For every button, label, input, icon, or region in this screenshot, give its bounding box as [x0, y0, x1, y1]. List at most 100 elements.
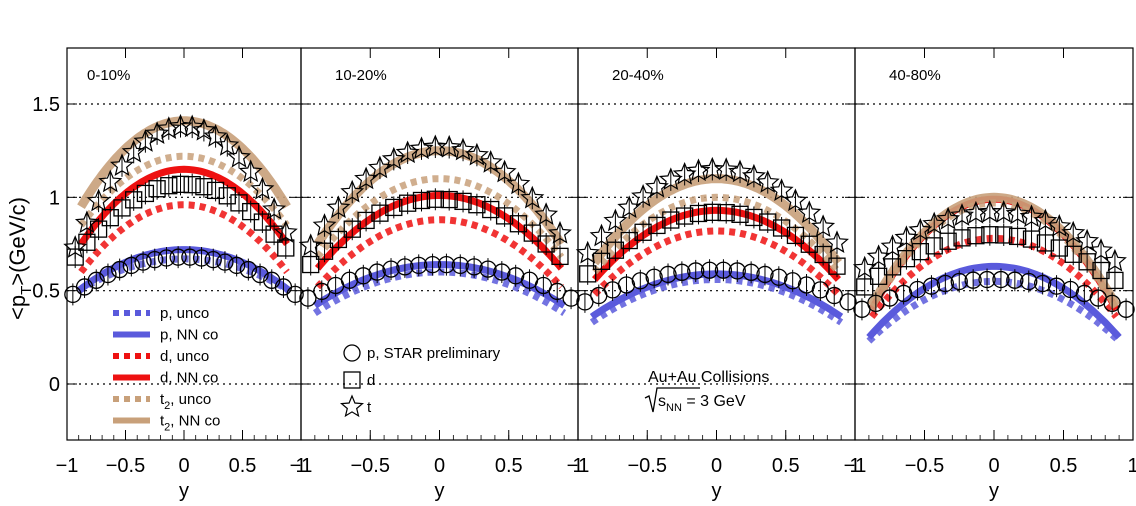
data-marker-t	[1033, 208, 1058, 232]
data-marker-t	[741, 163, 766, 187]
data-marker-t	[506, 171, 531, 195]
data-marker-t	[340, 179, 365, 203]
data-marker-d	[329, 230, 348, 249]
data-marker-d	[537, 235, 555, 253]
data-marker-d	[634, 223, 652, 241]
data-marker-d	[357, 211, 375, 230]
data-marker-t	[589, 223, 614, 247]
data-marker-p	[1047, 277, 1066, 295]
data-marker-p	[659, 265, 677, 284]
data-marker-d	[1106, 271, 1124, 290]
data-marker-d	[1036, 234, 1055, 252]
x-tick-label: −1	[567, 455, 590, 477]
data-marker-p	[423, 255, 442, 274]
data-marker-p	[192, 249, 211, 267]
data-marker-t	[298, 233, 323, 257]
data-marker-t	[645, 174, 669, 198]
data-marker-d	[242, 202, 260, 221]
data-marker-t	[63, 235, 88, 258]
data-marker-t	[534, 202, 559, 225]
data-marker-d	[454, 192, 472, 211]
data-marker-p	[299, 289, 317, 307]
x-tick-label: 0.5	[1050, 455, 1078, 477]
data-marker-t	[922, 211, 947, 235]
data-marker-d	[148, 180, 166, 198]
legend-marker-square	[343, 371, 361, 389]
data-marker-t	[156, 116, 181, 139]
data-marker-t	[520, 185, 545, 209]
legend-marker-star	[339, 394, 365, 418]
model-curve-d-solid	[592, 206, 841, 282]
data-marker-t	[203, 124, 228, 147]
x-tick-label: −0.5	[905, 455, 944, 477]
data-marker-p	[978, 270, 996, 289]
data-marker-p	[87, 271, 105, 289]
data-marker-d	[412, 191, 431, 210]
data-marker-t	[133, 129, 158, 152]
data-marker-p	[111, 260, 129, 279]
data-marker-d	[78, 233, 96, 251]
model-curve-d-dashed	[315, 216, 564, 290]
centrality-label: 40-80%	[889, 67, 941, 84]
data-marker-d	[343, 220, 361, 238]
data-marker-d	[230, 194, 248, 212]
centrality-label: 20-40%	[612, 67, 664, 84]
data-marker-d	[814, 245, 832, 264]
model-curve-p-dashed	[76, 255, 292, 294]
data-marker-t	[783, 188, 808, 212]
data-marker-t	[1103, 248, 1127, 272]
panel-4: −1 −0.5 0 0.5 1 y 40-80%	[844, 47, 1136, 502]
data-marker-p	[922, 277, 941, 295]
x-tick-label: 0	[178, 455, 189, 477]
data-marker-t	[991, 200, 1016, 223]
x-tick-label: −1	[844, 455, 867, 477]
model-curve-p-dashed	[589, 276, 844, 326]
data-marker-t	[825, 230, 849, 253]
data-marker-t	[1047, 214, 1072, 237]
data-marker-d	[745, 208, 763, 227]
data-marker-p	[239, 260, 258, 279]
panel-frame	[854, 47, 1134, 441]
y-axis-title: <pT>(GeV/c)	[5, 197, 35, 320]
data-marker-t	[180, 114, 205, 138]
data-marker-t	[797, 200, 822, 224]
data-marker-d	[253, 213, 272, 231]
data-marker-p	[251, 265, 269, 284]
data-marker-p	[1117, 300, 1135, 318]
data-marker-d	[101, 209, 119, 227]
data-marker-d	[703, 203, 721, 221]
data-marker-t	[86, 188, 111, 212]
data-marker-p	[122, 256, 141, 275]
x-tick-label: −1	[290, 455, 313, 477]
x-tick-label: 0	[711, 455, 722, 477]
data-marker-p	[631, 272, 649, 290]
model-curve-p-solid	[76, 246, 292, 294]
legend-data: p, STAR preliminary dt	[339, 344, 501, 418]
data-marker-p	[645, 268, 663, 286]
legend-label: d, NN co	[160, 370, 218, 387]
y-tick-label: 0.5	[32, 281, 60, 303]
data-marker-d	[1008, 227, 1027, 246]
x-tick-label: −1	[56, 455, 79, 477]
data-marker-t	[755, 170, 780, 193]
data-marker-d	[925, 237, 943, 255]
panel-3: −1 −0.5 0 0.5 1 y 20-40%	[567, 47, 861, 502]
sqrt-sign-icon	[644, 387, 700, 413]
data-marker-p	[756, 265, 774, 284]
legend-label: p, unco	[160, 305, 209, 322]
data-marker-d	[648, 216, 666, 235]
data-marker-t	[547, 220, 573, 244]
panels-layer: −1 −0.5 0 0.5 1 y 0-10% −1 −0.5 0 0.5 1 y 10-20% −1 −0.…	[32, 47, 1136, 502]
centrality-label: 0-10%	[87, 67, 130, 84]
annotation-line2: sNN = 3 GeV	[658, 393, 746, 414]
data-marker-d	[939, 232, 957, 250]
legend-label: p, NN co	[160, 327, 218, 344]
data-marker-p	[714, 261, 733, 279]
data-marker-t	[686, 158, 711, 182]
data-marker-t	[478, 150, 503, 173]
legend-label: t2, unco	[160, 391, 211, 412]
data-marker-p	[479, 260, 497, 278]
data-marker-p	[451, 256, 469, 275]
data-marker-t	[74, 210, 99, 234]
data-marker-d	[995, 226, 1013, 244]
